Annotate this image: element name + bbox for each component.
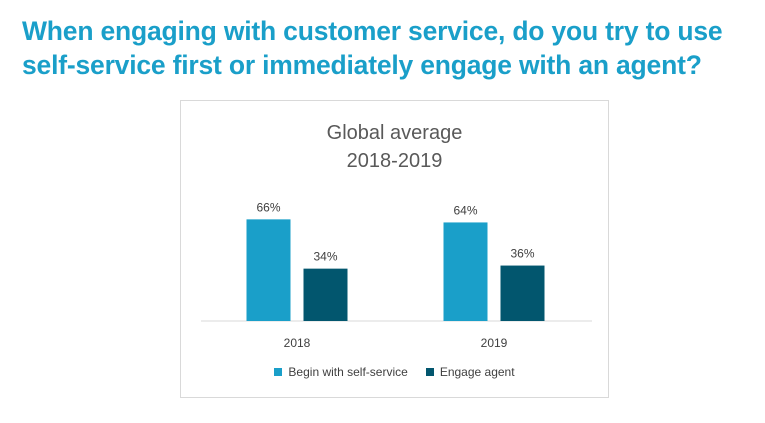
chart-legend: Begin with self-service Engage agent bbox=[181, 365, 608, 379]
headline-line-2: self-service first or immediately engage… bbox=[22, 50, 702, 80]
x-tick-label-2018: 2018 bbox=[284, 336, 311, 350]
legend-swatch-self-service bbox=[274, 368, 283, 376]
data-label-engage-agent-2018: 34% bbox=[313, 250, 337, 264]
legend-swatch-engage-agent bbox=[425, 368, 434, 376]
legend-label-self-service: Begin with self-service bbox=[288, 365, 408, 379]
bar-engage-agent-2019 bbox=[500, 265, 545, 321]
data-label-begin-with-self-service-2019: 64% bbox=[453, 203, 477, 217]
chart-title-line-2: 2018-2019 bbox=[346, 150, 443, 172]
chart-frame: Global average 2018-2019 66% 34% 2018 64% 36… bbox=[180, 100, 609, 398]
chart-title: Global average 2018-2019 bbox=[181, 119, 608, 175]
legend-item-self-service: Begin with self-service bbox=[274, 365, 408, 379]
headline-line-1: When engaging with customer service, do … bbox=[22, 16, 723, 46]
legend-label-engage-agent: Engage agent bbox=[439, 365, 515, 379]
x-tick-label-2019: 2019 bbox=[481, 336, 508, 350]
bar-begin-with-self-service-2019 bbox=[443, 222, 488, 321]
bar-begin-with-self-service-2018 bbox=[246, 219, 291, 321]
chart-title-line-1: Global average bbox=[326, 122, 463, 144]
headline: When engaging with customer service, do … bbox=[22, 14, 747, 82]
bar-chart: 66% 34% 2018 64% 36% 2019 bbox=[201, 200, 592, 350]
legend-item-engage-agent: Engage agent bbox=[425, 365, 515, 379]
data-label-begin-with-self-service-2018: 66% bbox=[256, 200, 280, 214]
data-label-engage-agent-2019: 36% bbox=[510, 247, 534, 261]
bar-engage-agent-2018 bbox=[303, 268, 348, 321]
